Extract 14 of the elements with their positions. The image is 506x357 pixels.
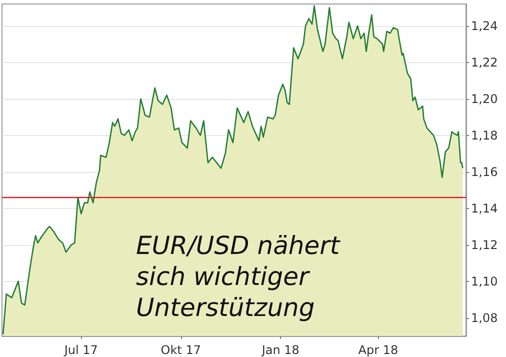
- y-tick-label: 1,08: [471, 310, 498, 325]
- x-tick-label: Jan 18: [260, 343, 300, 357]
- y-tick-label: 1,10: [471, 274, 498, 288]
- y-tick-label: 1,20: [471, 92, 498, 106]
- annotation: EUR/USD nähert sich wichtiger Unterstützung: [136, 231, 348, 322]
- x-tick-label: Apr 18: [358, 343, 398, 357]
- x-tick-label: Jul 17: [63, 343, 98, 357]
- y-tick-label: 1,24: [471, 18, 498, 33]
- y-tick-label: 1,12: [471, 238, 498, 252]
- y-tick-label: 1,22: [471, 55, 498, 70]
- y-tick-label: 1,16: [471, 164, 498, 179]
- y-tick-label: 1,14: [471, 201, 498, 216]
- x-tick-label: Okt 17: [160, 343, 201, 357]
- y-tick-label: 1,18: [471, 128, 498, 142]
